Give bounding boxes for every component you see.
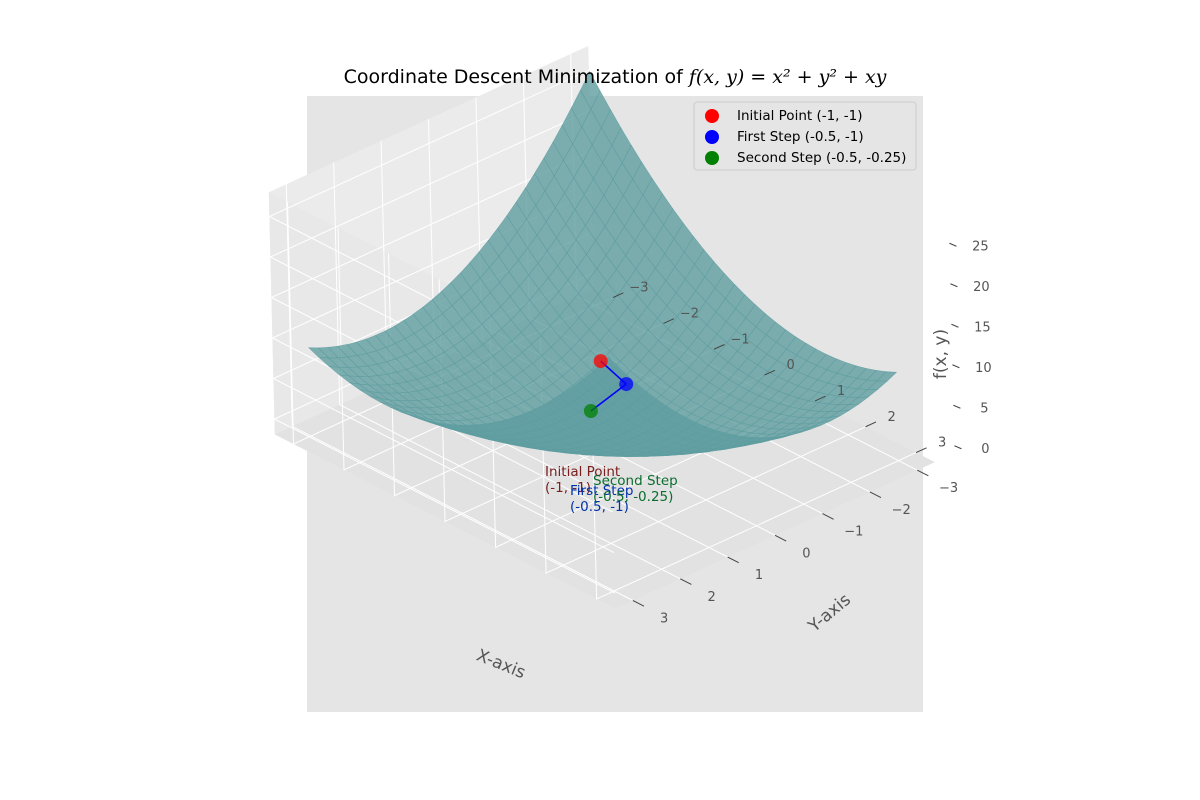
- x-tick-mark: [915, 447, 927, 454]
- chart-title: Coordinate Descent Minimization of f(x, …: [0, 66, 1200, 88]
- second-step-coords: (-0.5, -0.25): [593, 489, 673, 505]
- legend-label-second: Second Step (-0.5, -0.25): [737, 150, 906, 166]
- first-step-marker: [619, 377, 634, 392]
- second-step-label: Second Step: [593, 473, 678, 489]
- y-tick-label: −2: [892, 503, 911, 518]
- x-tick-label: −1: [731, 332, 750, 347]
- y-tick-label: −3: [939, 481, 958, 496]
- z-tick-mark: [950, 283, 958, 288]
- legend-marker-second: [705, 151, 719, 165]
- z-tick-mark: [951, 323, 959, 328]
- y-tick-label: 2: [707, 590, 715, 605]
- y-tick-mark: [727, 556, 740, 564]
- legend-marker-first: [705, 130, 719, 144]
- x-tick-label: 1: [837, 384, 845, 399]
- x-tick-mark: [865, 421, 877, 428]
- y-tick-mark: [917, 469, 929, 477]
- x-tick-label: −3: [629, 281, 648, 296]
- initial-point-label: Initial Point: [545, 464, 620, 480]
- z-tick-mark: [954, 445, 962, 450]
- first-step-label: First Step: [570, 483, 633, 499]
- z-tick-label: 15: [974, 320, 991, 335]
- z-tick-label: 25: [972, 239, 989, 254]
- legend: Initial Point (-1, -1) First Step (-0.5,…: [693, 101, 917, 171]
- x-tick-label: 3: [938, 436, 946, 451]
- y-tick-mark: [869, 491, 882, 499]
- z-tick-label: 5: [980, 401, 988, 416]
- y-tick-label: −1: [844, 525, 863, 540]
- y-tick-label: 0: [802, 546, 810, 561]
- chart-title-formula: f(x, y) = x² + y² + xy: [688, 66, 887, 88]
- grid-line-z: [271, 191, 614, 513]
- y-tick-mark: [822, 513, 834, 520]
- x-tick-mark: [764, 369, 776, 376]
- path-segment-2: [590, 383, 627, 412]
- x-tick-mark: [663, 318, 675, 324]
- x-tick-mark: [713, 344, 725, 350]
- legend-label-initial: Initial Point (-1, -1): [737, 108, 863, 124]
- grid-line-y: [333, 162, 681, 580]
- y-tick-mark: [680, 578, 692, 585]
- second-step-marker: [583, 404, 598, 418]
- y-tick-label: 1: [755, 568, 763, 583]
- x-tick-mark: [814, 395, 826, 402]
- surface: [308, 70, 898, 457]
- x-tick-mark: [612, 292, 624, 299]
- z-tick-label: 10: [975, 361, 992, 376]
- initial-point-marker: [593, 354, 608, 369]
- axis-ticks: −3 −2 −1 0 1 2 3 −3 −2 −1 0 1 2 3 0 5 10 15 20 25: [612, 239, 992, 627]
- x-tick-label: −2: [680, 307, 699, 322]
- first-step-coords: (-0.5, -1): [570, 499, 629, 515]
- legend-label-first: First Step (-0.5, -1): [737, 129, 864, 145]
- z-tick-mark: [949, 242, 957, 247]
- x-tick-label: 0: [786, 358, 794, 373]
- z-tick-label: 20: [973, 280, 990, 295]
- initial-point-coords: (-1, -1): [545, 480, 591, 496]
- z-tick-mark: [952, 364, 960, 369]
- grid-line-y: [285, 184, 634, 601]
- chart-title-text: Coordinate Descent Minimization of: [343, 66, 689, 88]
- legend-frame: [693, 101, 917, 171]
- y-tick-mark: [774, 534, 787, 542]
- z-axis-label: f(x, y): [931, 329, 951, 379]
- z-tick-mark: [953, 404, 961, 409]
- y-tick-mark: [632, 600, 645, 607]
- y-tick-label: 3: [660, 612, 668, 627]
- descent-path: Initial Point(-1, -1)First Step(-0.5, -1…: [545, 354, 678, 515]
- legend-marker-initial: [705, 109, 719, 123]
- x-tick-label: 2: [887, 410, 895, 425]
- z-tick-label: 0: [981, 442, 989, 457]
